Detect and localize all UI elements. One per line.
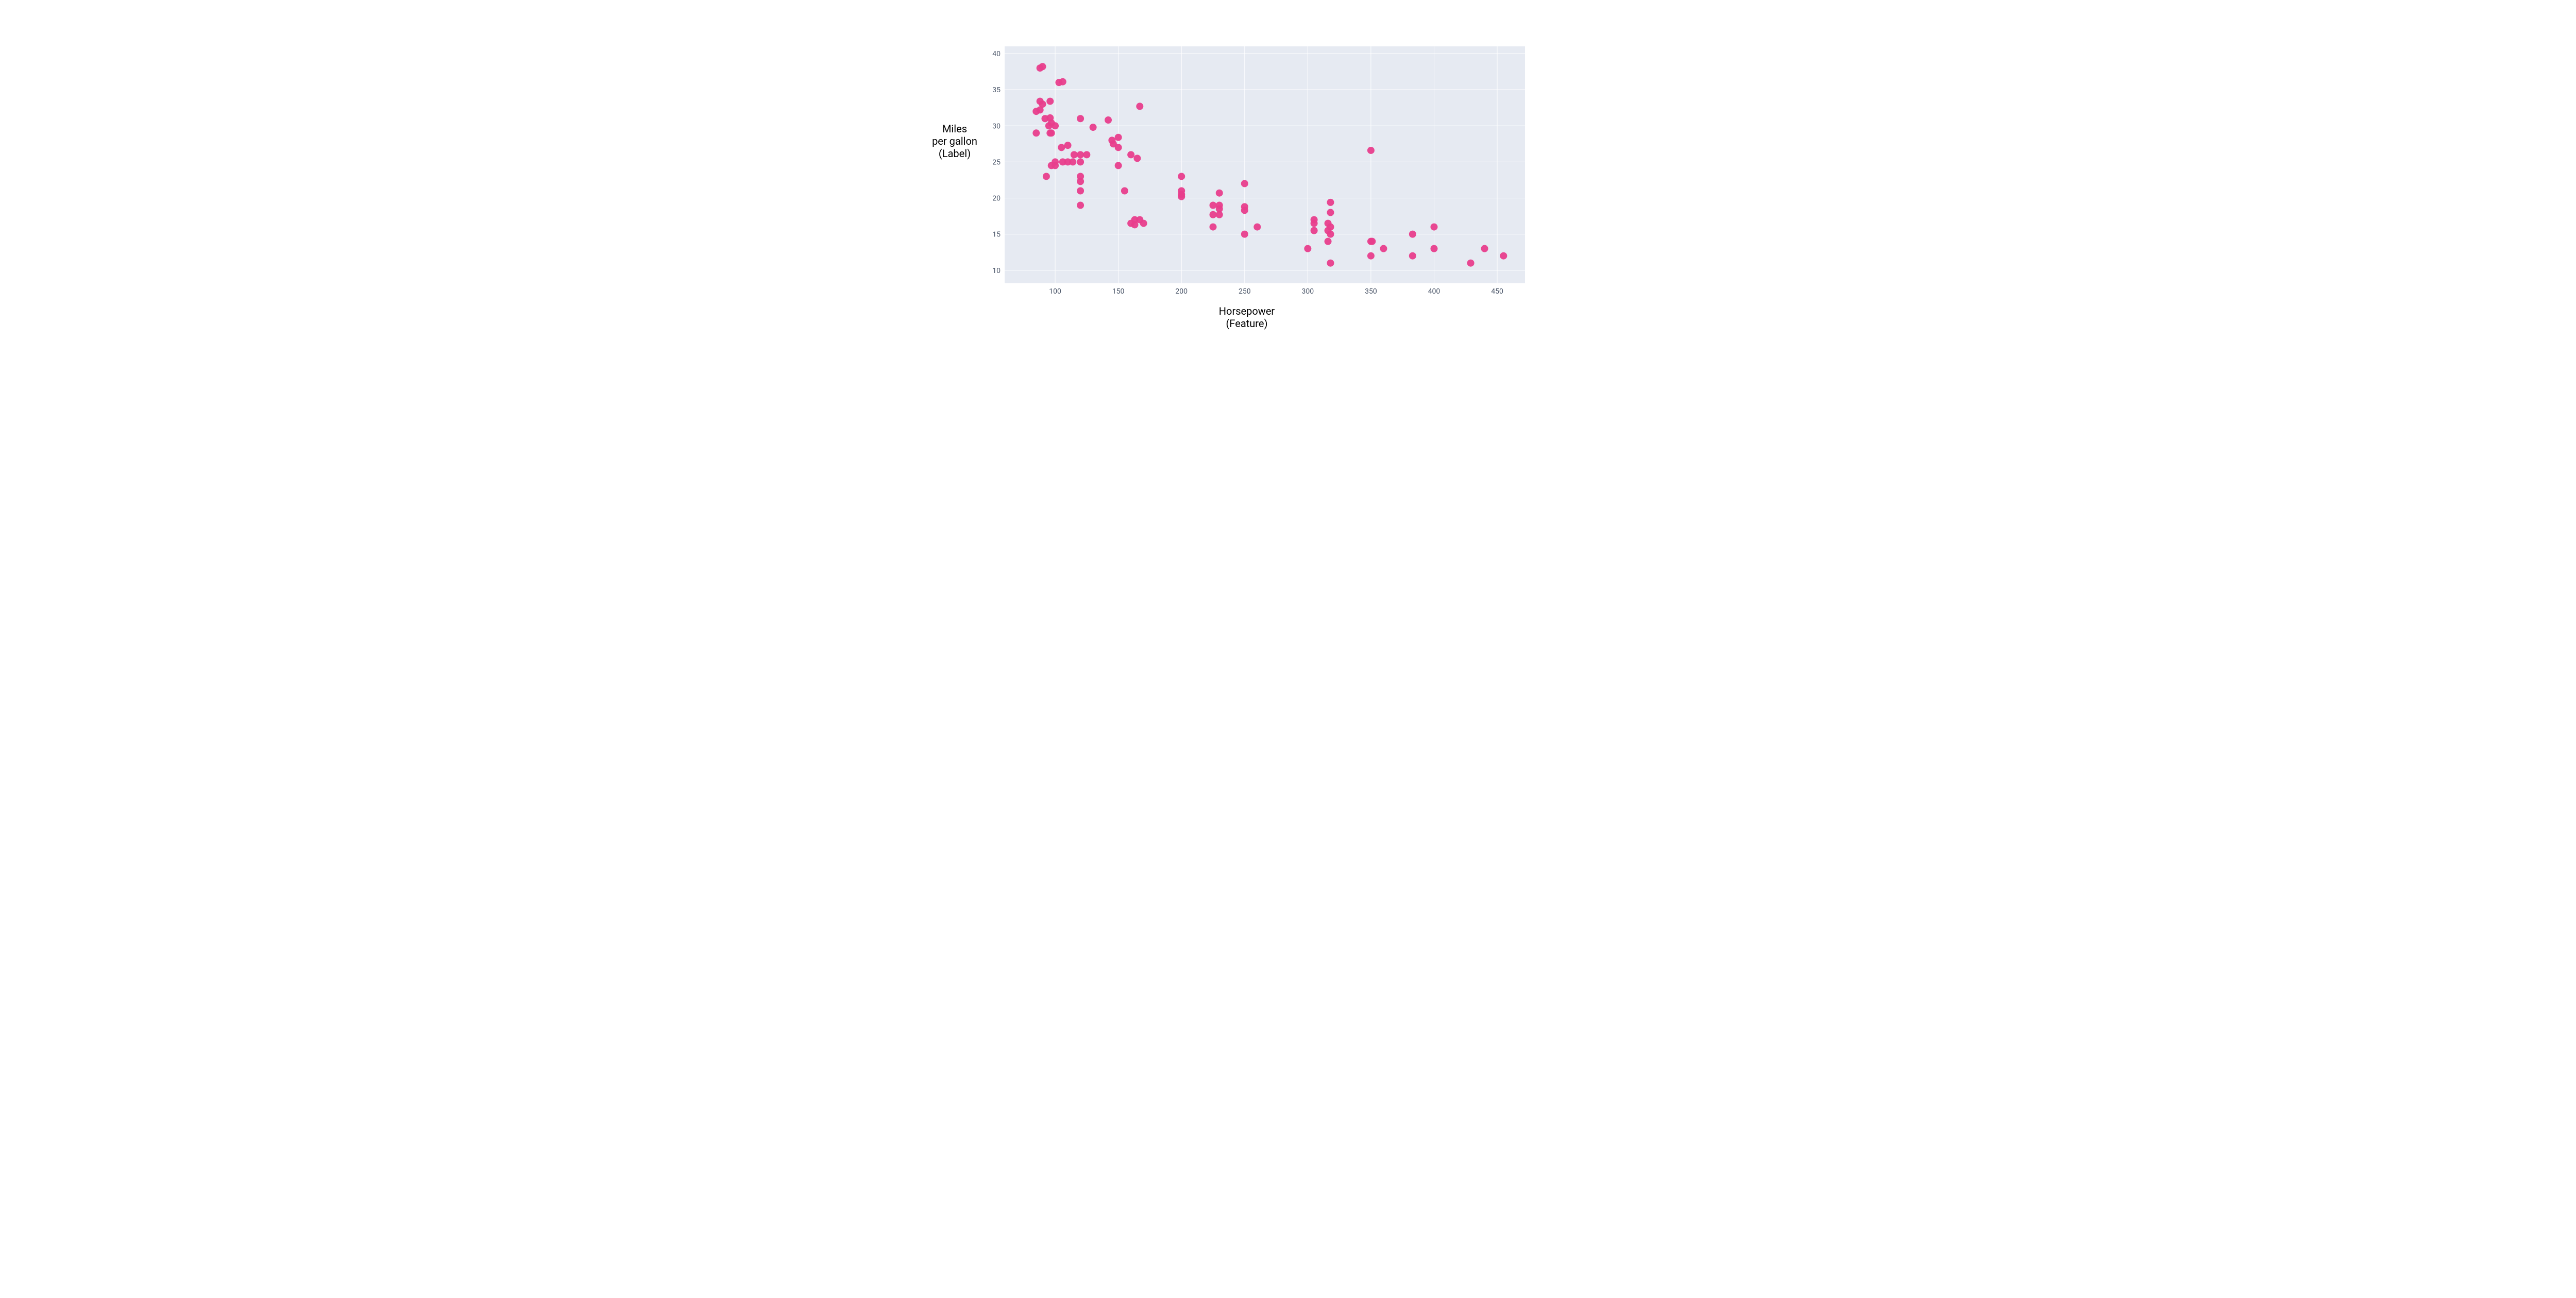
- chart-container: Miles per gallon (Label) 100 150 200 250 300…: [896, 0, 1680, 374]
- data-point: [1037, 106, 1044, 113]
- data-point: [1127, 151, 1134, 158]
- data-point: [1046, 98, 1054, 105]
- data-point: [1325, 238, 1332, 245]
- y-tick-label: 15: [992, 231, 1001, 239]
- data-point: [1209, 202, 1216, 209]
- x-axis-label-line1: Horsepower: [1219, 305, 1275, 317]
- data-point: [1430, 224, 1437, 231]
- data-point: [1064, 142, 1072, 149]
- data-point: [1140, 220, 1147, 227]
- data-point: [1409, 231, 1416, 238]
- x-tick-label: 150: [1112, 287, 1125, 296]
- data-point: [1304, 245, 1311, 252]
- data-point: [1467, 260, 1475, 267]
- data-point: [1090, 124, 1097, 131]
- data-point: [1327, 231, 1334, 238]
- data-point: [1209, 211, 1216, 218]
- plot-background: [1005, 46, 1525, 283]
- data-point: [1048, 129, 1055, 136]
- y-axis-label-line2: per gallon: [932, 135, 977, 147]
- data-point: [1115, 134, 1122, 141]
- x-axis-label-line2: (Feature): [1226, 317, 1268, 330]
- data-point: [1253, 224, 1261, 231]
- data-point: [1178, 193, 1185, 200]
- data-point: [1311, 220, 1318, 227]
- data-point: [1241, 231, 1248, 238]
- data-point: [1216, 190, 1223, 197]
- data-point: [1327, 209, 1334, 216]
- x-tick-label: 200: [1175, 287, 1188, 296]
- x-tick-label: 400: [1428, 287, 1440, 296]
- x-tick-label: 450: [1491, 287, 1503, 296]
- data-point: [1136, 103, 1143, 110]
- y-tick-label: 30: [992, 122, 1001, 130]
- data-point: [1115, 144, 1122, 151]
- data-point: [1077, 115, 1084, 122]
- x-axis-label: Horsepower (Feature): [1144, 305, 1350, 330]
- data-point: [1380, 245, 1387, 252]
- data-point: [1241, 180, 1248, 187]
- data-point: [1133, 155, 1141, 162]
- data-point: [1115, 162, 1122, 169]
- x-tick-label: 300: [1302, 287, 1314, 296]
- y-axis-label-line1: Miles: [942, 123, 967, 135]
- data-point: [1409, 252, 1416, 260]
- data-point: [1043, 173, 1050, 180]
- data-point: [1077, 187, 1084, 194]
- x-tick-label: 250: [1239, 287, 1251, 296]
- data-point: [1059, 78, 1066, 86]
- data-point: [1077, 151, 1084, 158]
- data-point: [1083, 151, 1090, 158]
- data-point: [1178, 173, 1185, 180]
- data-point: [1367, 252, 1375, 260]
- data-point: [1241, 207, 1248, 214]
- data-point: [1131, 221, 1139, 228]
- y-axis-label-line3: (Label): [939, 147, 971, 160]
- data-point: [1039, 63, 1046, 70]
- data-point: [1367, 147, 1375, 154]
- data-point: [1077, 158, 1084, 165]
- data-point: [1209, 224, 1216, 231]
- scatter-plot: 100 150 200 250 300 350 400 450 10 15 20 25 30 35 40: [984, 41, 1530, 304]
- data-point: [1069, 158, 1076, 165]
- y-tick-label: 20: [992, 195, 1001, 203]
- data-point: [1105, 116, 1112, 124]
- data-point: [1032, 129, 1040, 136]
- data-point: [1500, 252, 1507, 260]
- data-point: [1121, 187, 1128, 194]
- y-tick-label: 40: [992, 50, 1001, 58]
- y-tick-label: 25: [992, 158, 1001, 166]
- data-point: [1327, 199, 1334, 206]
- data-point: [1077, 178, 1084, 185]
- y-tick-label: 35: [992, 86, 1001, 94]
- data-point: [1481, 245, 1488, 252]
- data-point: [1216, 211, 1223, 218]
- x-tick-label: 100: [1049, 287, 1061, 296]
- y-tick-label: 10: [992, 267, 1001, 275]
- data-point: [1052, 162, 1059, 169]
- y-axis-label: Miles per gallon (Label): [921, 123, 988, 160]
- data-point: [1077, 202, 1084, 209]
- x-tick-label: 350: [1365, 287, 1377, 296]
- data-point: [1368, 238, 1376, 245]
- data-point: [1052, 122, 1059, 129]
- data-point: [1327, 260, 1334, 267]
- data-point: [1311, 227, 1318, 234]
- data-point: [1058, 144, 1065, 151]
- data-point: [1071, 151, 1078, 158]
- data-point: [1430, 245, 1437, 252]
